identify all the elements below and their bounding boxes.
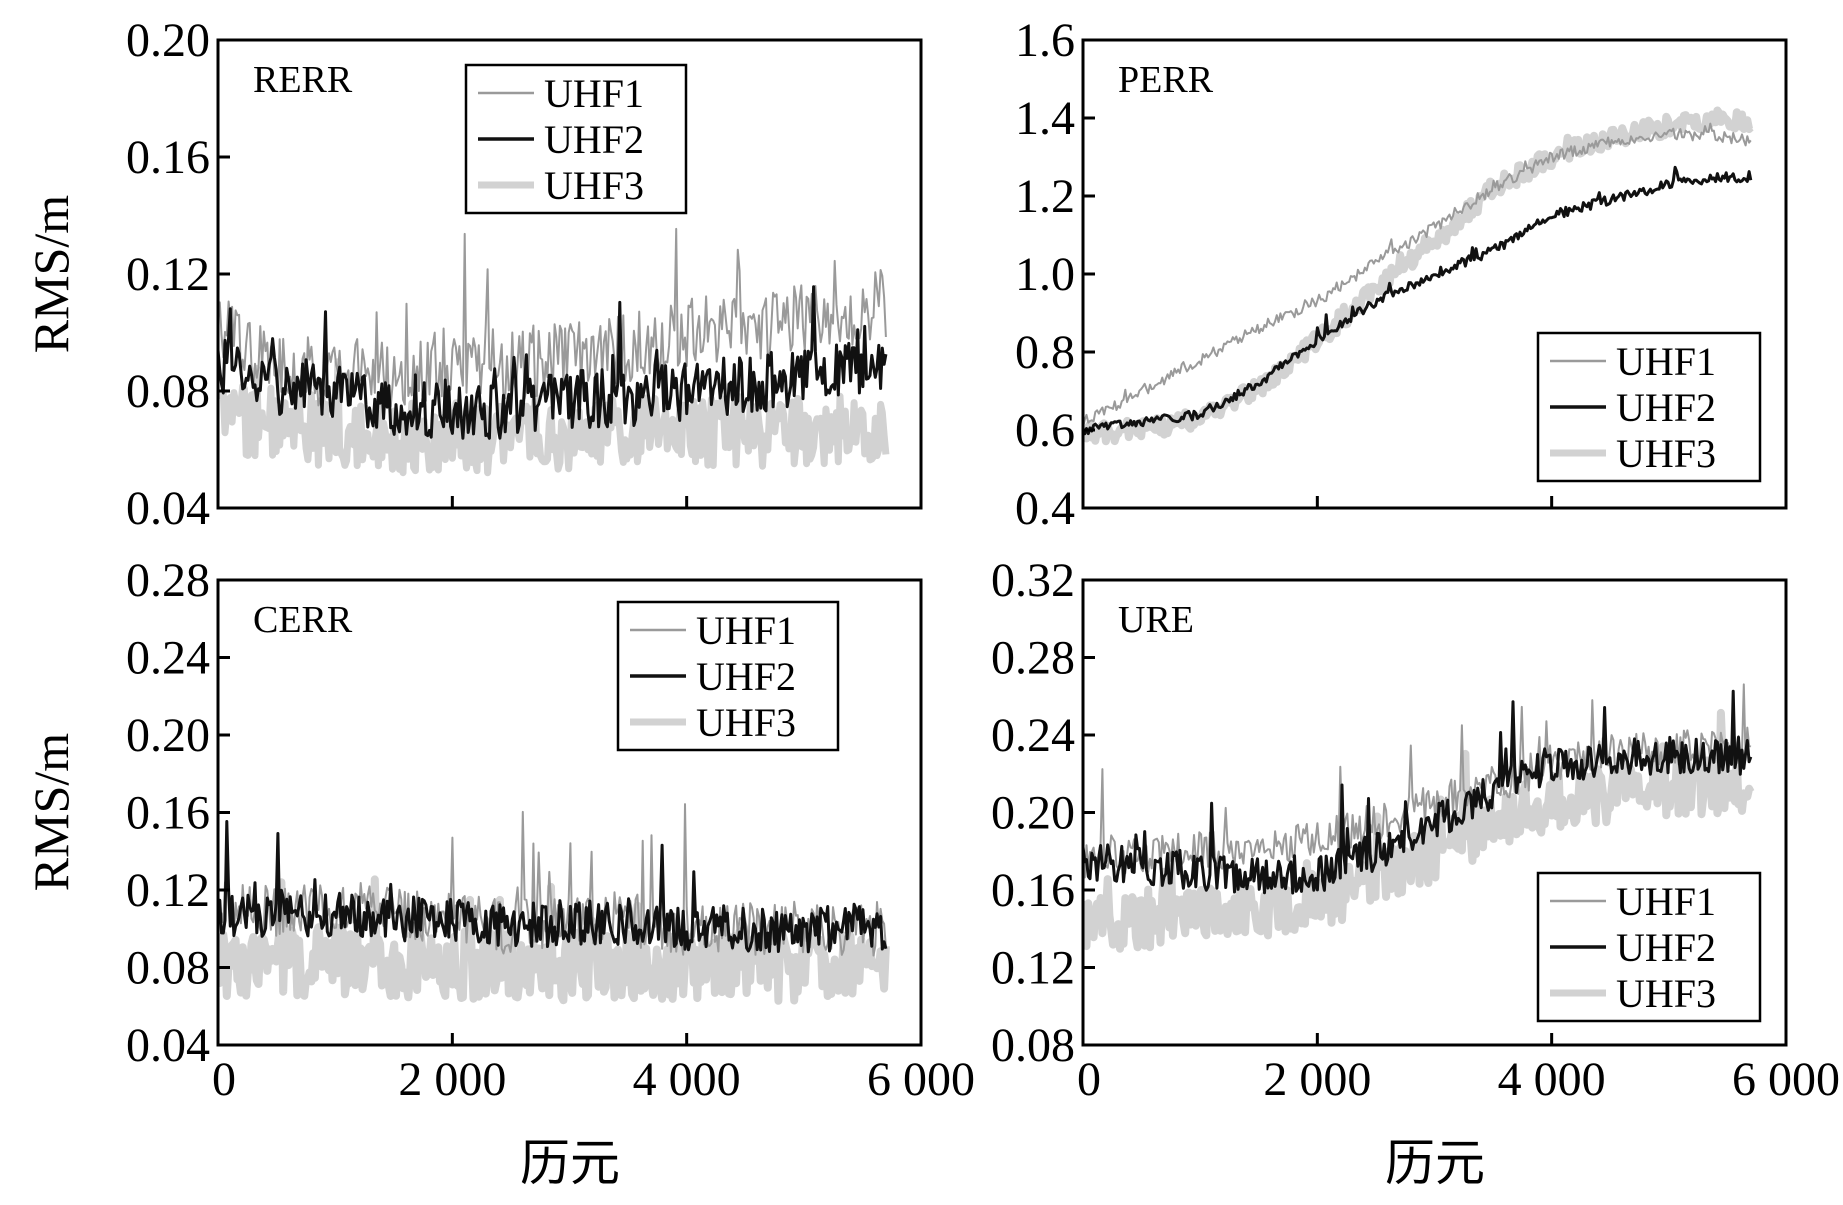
panel-label: PERR xyxy=(1118,59,1214,101)
legend-label-uhf1: UHF1 xyxy=(1616,339,1716,384)
y-tick-label: 0.08 xyxy=(126,365,210,418)
y-tick-label: 0.16 xyxy=(126,131,210,184)
y-tick-label: 0.20 xyxy=(991,787,1075,840)
panel-label: RERR xyxy=(253,59,353,101)
y-tick-label: 0.24 xyxy=(991,709,1075,762)
panel-ure: 0.08 0.12 0.16 0.20 0.24 0.28 0.32 0 2 000 4 000 6… xyxy=(991,554,1840,1106)
legend-label-uhf2: UHF2 xyxy=(1616,385,1716,430)
y-tick-label: 0.20 xyxy=(126,709,210,762)
legend-label-uhf3: UHF3 xyxy=(544,163,644,208)
x-tick-label: 2 000 xyxy=(1263,1053,1371,1106)
x-tick-label: 6 000 xyxy=(867,1053,975,1106)
y-tick-label: 0.6 xyxy=(1015,404,1075,457)
y-tick-label: 0.08 xyxy=(126,942,210,995)
legend-label-uhf1: UHF1 xyxy=(696,608,796,653)
legend-label-uhf1: UHF1 xyxy=(1616,879,1716,924)
panel-cerr: 0.04 0.08 0.12 0.16 0.20 0.24 0.28 0 2 000 4 000 6… xyxy=(126,554,975,1106)
legend-label-uhf1: UHF1 xyxy=(544,71,644,116)
panel-label: URE xyxy=(1118,599,1194,641)
y-axis-title: RMS/m xyxy=(23,733,79,892)
y-tick-label: 1.2 xyxy=(1015,170,1075,223)
series-group xyxy=(1083,683,1755,953)
y-tick-label: 0.28 xyxy=(126,554,210,607)
y-tick-label: 0.16 xyxy=(126,787,210,840)
y-tick-label: 0.12 xyxy=(126,248,210,301)
x-tick-label: 4 000 xyxy=(1498,1053,1606,1106)
legend-label-uhf2: UHF2 xyxy=(1616,925,1716,970)
y-tick-label: 0.32 xyxy=(991,554,1075,607)
y-tick-label: 0.16 xyxy=(991,864,1075,917)
series-group xyxy=(1083,106,1754,446)
y-tick-label: 0.04 xyxy=(126,1019,210,1072)
y-tick-label: 0.28 xyxy=(991,632,1075,685)
y-tick-label: 0.08 xyxy=(991,1019,1075,1072)
series-uhf2-line xyxy=(1083,165,1753,436)
series-uhf3-line xyxy=(218,358,890,477)
legend-label-uhf2: UHF2 xyxy=(696,654,796,699)
x-tick-label: 2 000 xyxy=(398,1053,506,1106)
legend-label-uhf3: UHF3 xyxy=(1616,971,1716,1016)
x-tick-label: 0 xyxy=(1077,1053,1101,1106)
y-tick-label: 1.6 xyxy=(1015,14,1075,67)
y-tick-label: 0.8 xyxy=(1015,326,1075,379)
series-uhf2-line xyxy=(218,285,888,440)
y-tick-label: 0.04 xyxy=(126,482,210,535)
legend-label-uhf2: UHF2 xyxy=(544,117,644,162)
x-tick-label: 0 xyxy=(212,1053,236,1106)
y-tick-label: 1.0 xyxy=(1015,248,1075,301)
y-tick-label: 0.24 xyxy=(126,632,210,685)
series-group xyxy=(218,227,890,477)
series-uhf1-line xyxy=(1083,122,1752,428)
y-tick-label: 0.12 xyxy=(991,942,1075,995)
legend-label-uhf3: UHF3 xyxy=(1616,431,1716,476)
legend-label-uhf3: UHF3 xyxy=(696,700,796,745)
y-tick-label: 0.20 xyxy=(126,14,210,67)
series-uhf3-line xyxy=(1083,708,1755,953)
x-tick-label: 4 000 xyxy=(633,1053,741,1106)
x-axis-title: 历元 xyxy=(520,1135,620,1191)
x-tick-label: 6 000 xyxy=(1732,1053,1840,1106)
y-tick-label: 0.12 xyxy=(126,864,210,917)
series-uhf2-line xyxy=(1083,689,1753,895)
series-group xyxy=(218,803,890,1005)
y-tick-label: 1.4 xyxy=(1015,92,1075,145)
x-axis-title: 历元 xyxy=(1385,1135,1485,1191)
y-axis-title: RMS/m xyxy=(23,195,79,354)
series-uhf1-line xyxy=(218,803,887,957)
panel-label: CERR xyxy=(253,599,353,641)
series-uhf2-line xyxy=(218,820,888,954)
y-tick-label: 0.4 xyxy=(1015,482,1075,535)
